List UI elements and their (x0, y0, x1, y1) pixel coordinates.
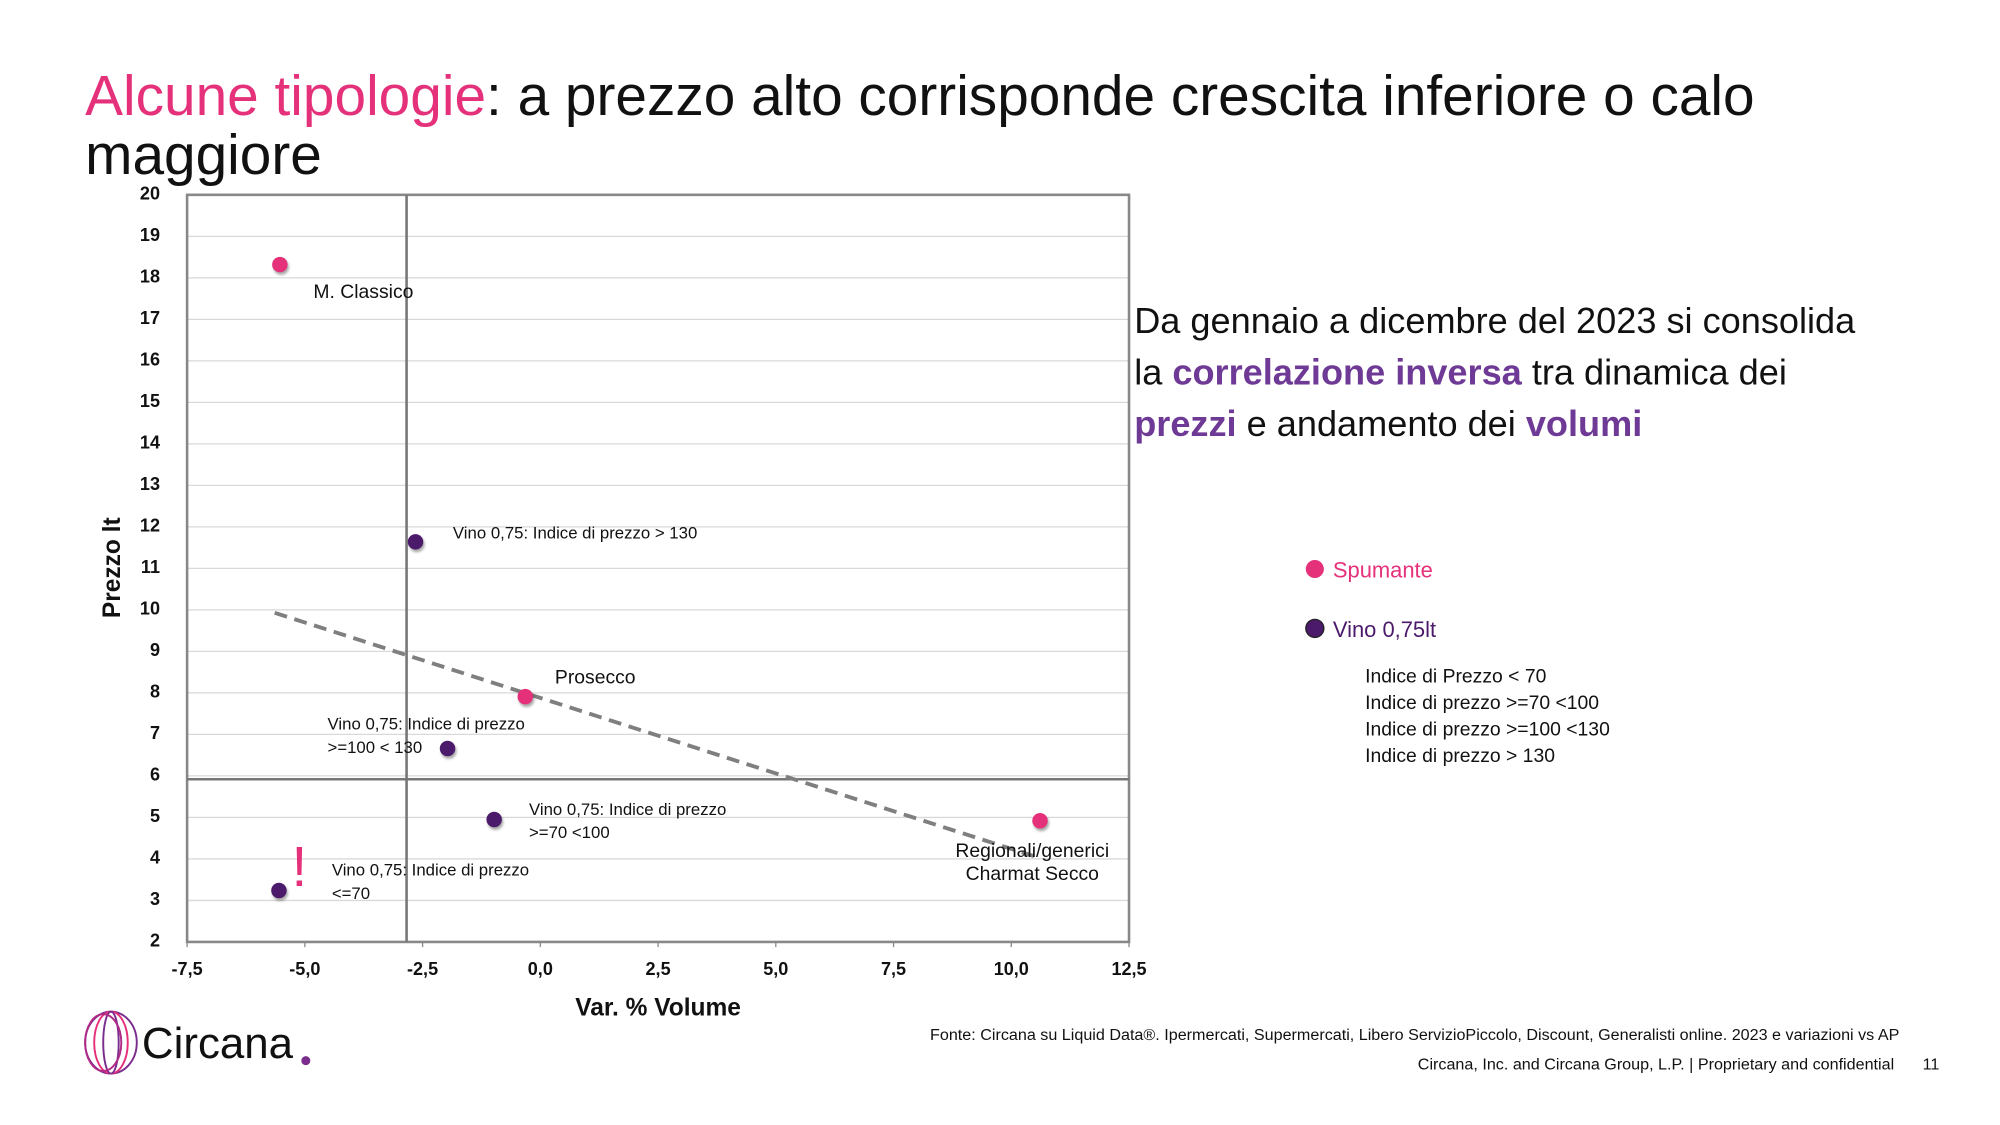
y-tick-label: 16 (140, 350, 160, 370)
x-tick-label: -5,0 (289, 959, 320, 979)
x-tick-label: -2,5 (407, 959, 438, 979)
legend-marker (1305, 559, 1324, 579)
y-tick-label: 12 (140, 516, 160, 536)
x-tick-label: 2,5 (646, 959, 671, 979)
y-tick-label: 5 (150, 806, 160, 826)
y-tick-label: 7 (150, 723, 160, 743)
y-tick-label: 8 (150, 682, 160, 702)
title-rest: : a prezzo alto corrisponde crescita inf… (85, 64, 1755, 188)
commentary-line: prezzi e andamento dei volumi (1134, 399, 1855, 451)
y-tick-label: 20 (140, 184, 160, 204)
point-label: Regionali/generici (955, 840, 1109, 862)
commentary-emphasis: volumi (1525, 403, 1643, 444)
commentary-emphasis: prezzi (1134, 403, 1237, 444)
commentary-line: la correlazione inversa tra dinamica dei (1134, 347, 1855, 399)
point-label: <=70 (332, 884, 370, 903)
point-label: >=70 <100 (529, 823, 610, 842)
point (271, 882, 287, 899)
y-tick-label: 11 (141, 557, 160, 577)
commentary-line: Da gennaio a dicembre del 2023 si consol… (1134, 295, 1855, 347)
point (439, 740, 456, 757)
title-highlight: Alcune tipologie (85, 64, 487, 128)
y-tick-label: 2 (150, 931, 160, 951)
y-tick-label: 14 (140, 433, 160, 453)
commentary-text: tra dinamica dei (1521, 352, 1787, 393)
point-label: Prosecco (555, 667, 636, 689)
point-label: >=100 < 130 (328, 738, 423, 757)
point (407, 534, 424, 550)
commentary-emphasis: correlazione inversa (1172, 352, 1522, 393)
point-label: Vino 0,75: Indice di prezzo (529, 800, 726, 819)
point (272, 256, 288, 273)
source-note: Fonte: Circana su Liquid Data®. Ipermerc… (930, 1025, 1900, 1044)
y-tick-label: 15 (140, 391, 160, 411)
logo-text: Circana (142, 1019, 294, 1068)
legend-note: Indice di prezzo >=70 <100 (1365, 692, 1599, 714)
x-tick-label: 12,5 (1111, 959, 1146, 979)
y-tick-label: 6 (150, 765, 160, 785)
annotation: ! (291, 836, 307, 899)
plot-frame (185, 193, 1131, 944)
point-label: Vino 0,75: Indice di prezzo (328, 715, 525, 734)
x-tick-label: 7,5 (881, 959, 906, 979)
trendline (274, 610, 1041, 860)
legend-note: Indice di Prezzo < 70 (1365, 666, 1546, 688)
y-tick-label: 10 (140, 599, 160, 619)
y-tick-label: 3 (150, 889, 160, 909)
point (486, 811, 502, 828)
commentary-text: la (1134, 352, 1173, 393)
point-label: M. Classico (313, 281, 413, 303)
legend-label: Spumante (1333, 557, 1433, 582)
x-tick-label: 0,0 (528, 959, 553, 979)
point-label: Vino 0,75: Indice di prezzo (332, 861, 529, 880)
commentary-text: Da gennaio a dicembre del 2023 si consol… (1134, 300, 1856, 341)
x-axis-title: Var. % Volume (575, 994, 741, 1021)
y-tick-label: 13 (140, 474, 160, 494)
y-tick-label: 4 (150, 848, 160, 868)
y-tick-label: 19 (140, 225, 160, 245)
legend-marker (1305, 618, 1325, 639)
x-tick-label: -7,5 (172, 959, 203, 979)
y-axis-title: Prezzo lt (99, 517, 126, 618)
logo-icon (84, 1010, 138, 1075)
y-tick-label: 18 (140, 267, 160, 287)
y-tick-label: 17 (140, 308, 160, 328)
commentary-text: e andamento dei (1236, 403, 1526, 444)
y-tick-label: 9 (150, 640, 160, 660)
point-label: Vino 0,75: Indice di prezzo > 130 (453, 524, 697, 543)
legend-note: Indice di prezzo >=100 <130 (1365, 718, 1610, 740)
point (1032, 812, 1048, 829)
slide-title: Alcune tipologie: a prezzo alto corrispo… (85, 64, 1930, 188)
logo-dot (301, 1056, 311, 1066)
x-tick-label: 5,0 (763, 959, 788, 979)
page-number: 11 (1922, 1055, 1940, 1074)
x-tick-label: 10,0 (994, 959, 1029, 979)
point-label: Charmat Secco (966, 863, 1099, 885)
commentary: Da gennaio a dicembre del 2023 si consol… (1134, 295, 1855, 450)
legend-label: Vino 0,75lt (1333, 617, 1436, 642)
legend-note: Indice di prezzo > 130 (1365, 745, 1555, 767)
point (517, 688, 533, 705)
copyright: Circana, Inc. and Circana Group, L.P. | … (1417, 1055, 1895, 1074)
